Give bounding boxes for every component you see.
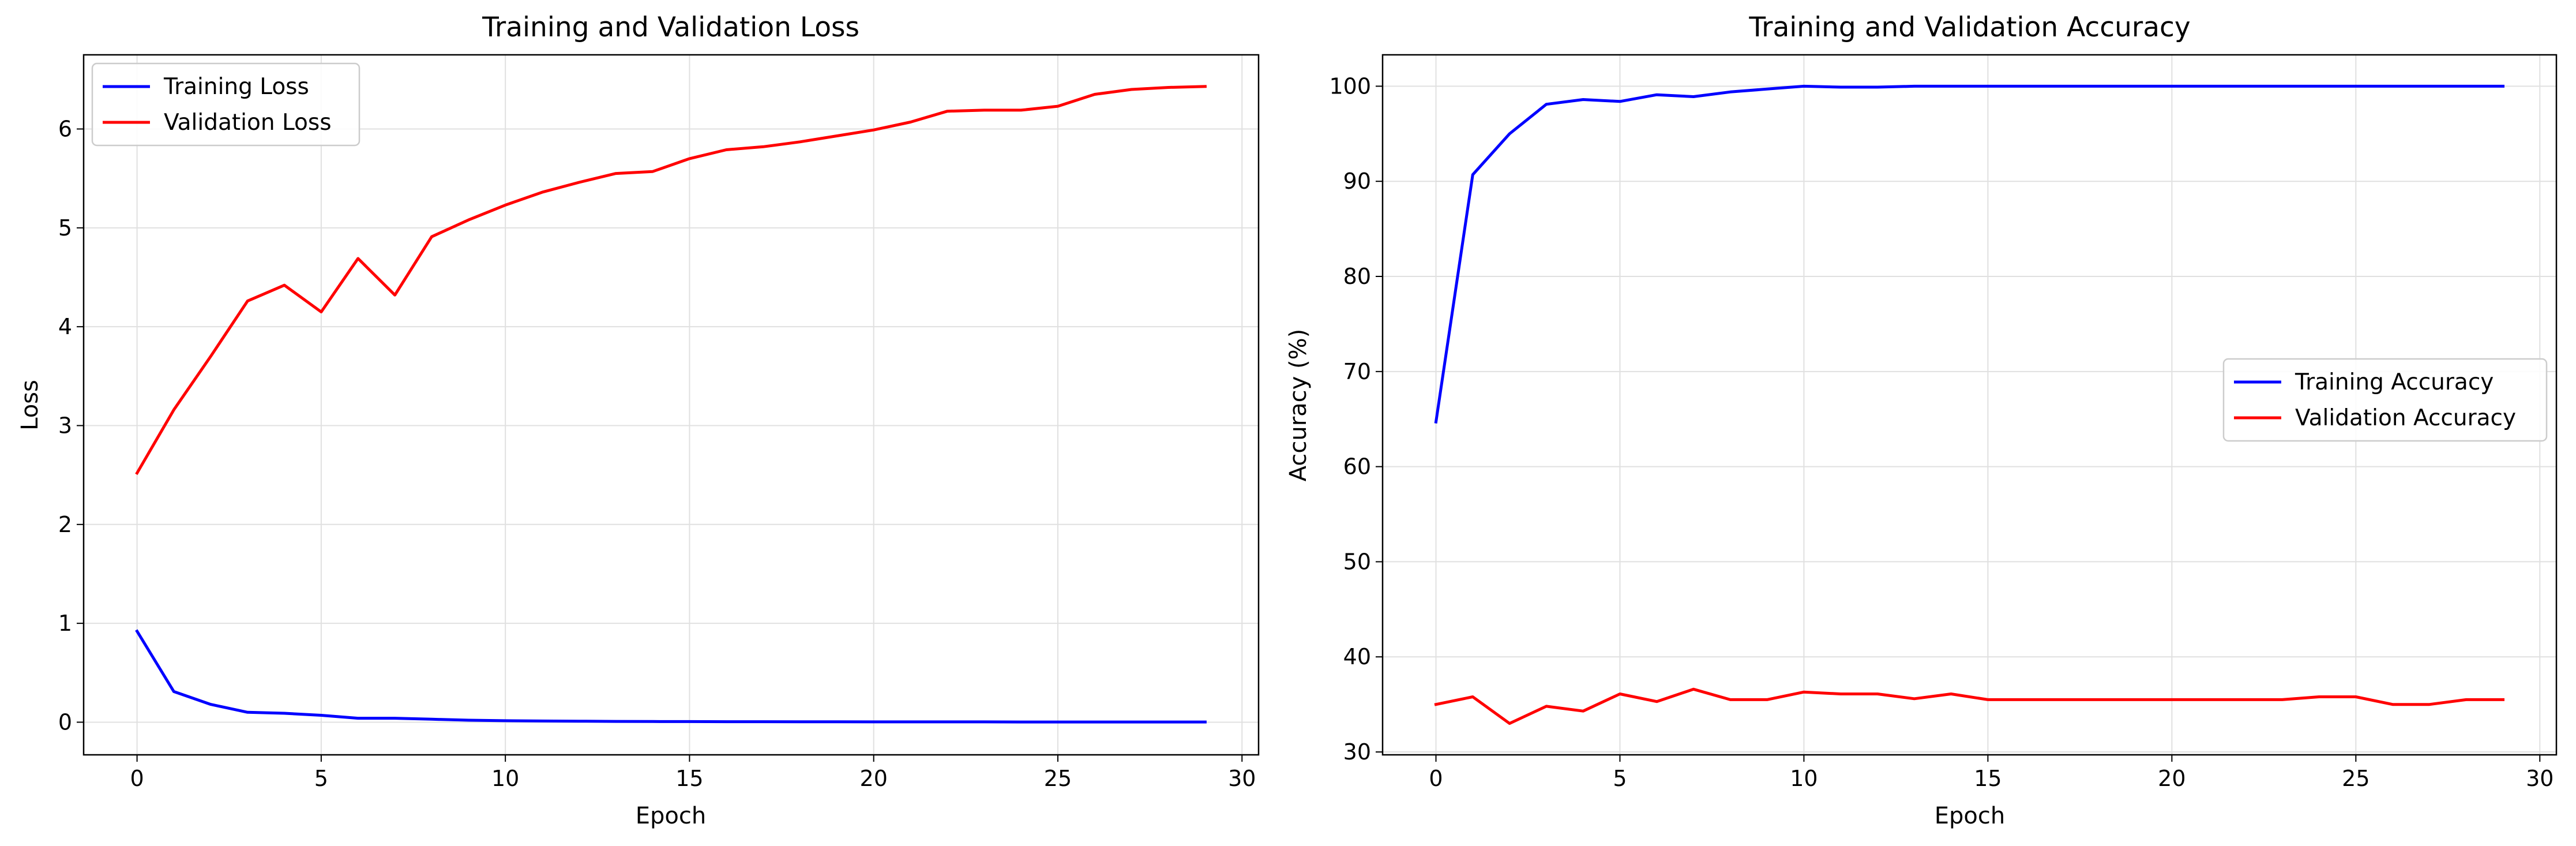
x-tick-label: 30 bbox=[1228, 766, 1256, 791]
x-tick-label: 0 bbox=[130, 766, 144, 791]
x-axis-label: Epoch bbox=[1935, 803, 2005, 829]
x-tick-label: 0 bbox=[1429, 766, 1443, 791]
validation-accuracy-line bbox=[1434, 687, 2504, 725]
y-tick-label: 1 bbox=[58, 611, 72, 636]
y-tick-label: 30 bbox=[1343, 739, 1371, 765]
legend-label: Training Accuracy bbox=[2295, 369, 2494, 395]
y-tick-label: 80 bbox=[1343, 264, 1371, 289]
x-tick-label: 20 bbox=[2158, 766, 2186, 791]
training-accuracy-line bbox=[1434, 84, 2504, 424]
y-axis-label: Loss bbox=[17, 380, 43, 431]
legend-label: Training Loss bbox=[163, 74, 309, 100]
training-loss-line bbox=[135, 629, 1207, 724]
x-tick-label: 10 bbox=[1790, 766, 1818, 791]
validation-loss-line bbox=[135, 85, 1207, 476]
plot-frame bbox=[1381, 54, 2558, 756]
x-tick-label: 20 bbox=[860, 766, 888, 791]
x-axis-label: Epoch bbox=[636, 803, 706, 829]
chart-title: Training and Validation Loss bbox=[482, 12, 859, 43]
chart-title: Training and Validation Accuracy bbox=[1748, 12, 2190, 43]
x-tick-label: 15 bbox=[675, 766, 703, 791]
y-tick-label: 60 bbox=[1343, 454, 1371, 480]
plot-frame bbox=[82, 54, 1260, 756]
y-axis-label: Accuracy (%) bbox=[1285, 329, 1312, 482]
legend: Training Accuracy Validation Accuracy bbox=[2222, 358, 2548, 442]
legend-label: Validation Loss bbox=[164, 110, 332, 136]
y-tick-label: 100 bbox=[1329, 73, 1371, 99]
accuracy-chart: Training and Validation Accuracy Epoch A… bbox=[1285, 12, 2558, 829]
y-tick-label: 90 bbox=[1343, 169, 1371, 194]
y-tick-label: 0 bbox=[58, 709, 72, 735]
x-tick-label: 10 bbox=[491, 766, 519, 791]
x-tick-label: 25 bbox=[2342, 766, 2370, 791]
legend-box bbox=[2222, 358, 2548, 442]
x-tick-label: 25 bbox=[1044, 766, 1072, 791]
loss-chart: Training and Validation Loss Epoch Loss … bbox=[17, 12, 1260, 829]
legend-box bbox=[91, 62, 361, 147]
y-tick-label: 2 bbox=[58, 512, 72, 537]
y-tick-label: 70 bbox=[1343, 359, 1371, 384]
y-tick-label: 40 bbox=[1343, 644, 1371, 669]
y-tick-label: 6 bbox=[58, 116, 72, 141]
x-tick-label: 5 bbox=[1613, 766, 1627, 791]
x-tick-label: 5 bbox=[314, 766, 328, 791]
y-tick-label: 50 bbox=[1343, 549, 1371, 574]
x-tick-label: 30 bbox=[2526, 766, 2554, 791]
legend: Training Loss Validation Loss bbox=[91, 62, 361, 147]
y-tick-label: 5 bbox=[58, 215, 72, 241]
y-tick-label: 3 bbox=[58, 413, 72, 438]
legend-label: Validation Accuracy bbox=[2295, 405, 2516, 431]
x-tick-label: 15 bbox=[1974, 766, 2002, 791]
y-tick-label: 4 bbox=[58, 314, 72, 339]
